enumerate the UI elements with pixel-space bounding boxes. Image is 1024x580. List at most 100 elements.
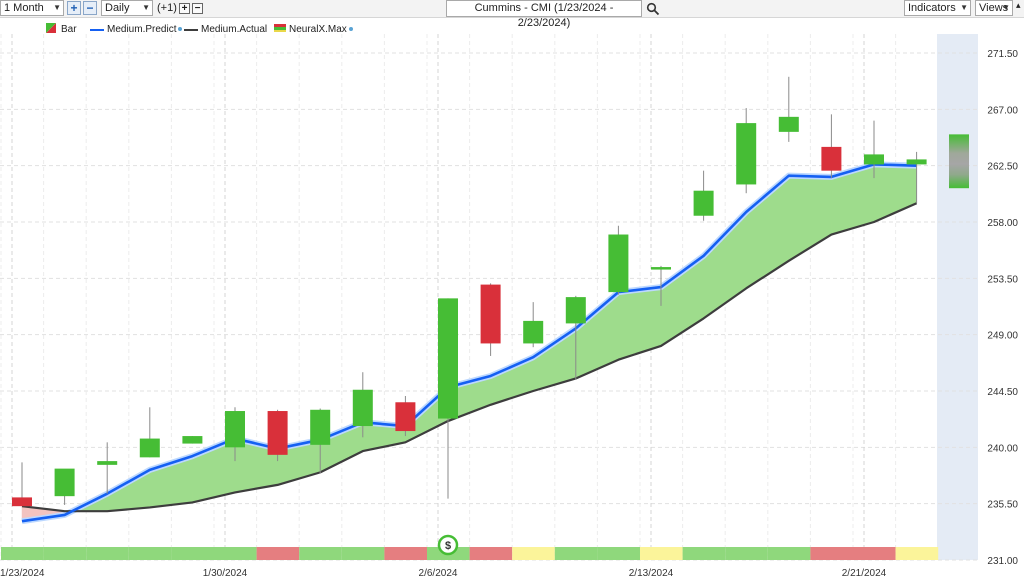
settings-dot-icon: [178, 27, 183, 32]
y-tick-label: 249.00: [987, 331, 1018, 342]
offset-plus-button[interactable]: +: [179, 3, 190, 14]
signal-strip-cell: [171, 547, 214, 560]
range-dropdown-value: 1 Month: [4, 2, 44, 14]
forecast-zone: [937, 34, 978, 560]
plus-icon: +: [181, 3, 188, 14]
predict-line-swatch: [90, 29, 104, 31]
signal-strip-cell: [469, 547, 513, 560]
x-tick-label: 2/13/2024: [629, 568, 674, 579]
candle-up: [778, 116, 799, 132]
chevron-down-icon: ▼: [142, 3, 150, 12]
bar-swatch-icon: [46, 23, 56, 33]
medium-predict-line: [21, 163, 917, 523]
indicators-dropdown[interactable]: Indicators ▼: [904, 0, 971, 16]
chevron-down-icon: ▼: [960, 3, 968, 12]
medium-actual-line: [21, 202, 918, 513]
signal-strip-cell: [214, 547, 257, 560]
signal-strip-cell: [86, 547, 129, 560]
candle-down: [821, 146, 842, 171]
chevron-down-icon: ▼: [53, 3, 61, 12]
legend-actual[interactable]: Medium.Actual: [184, 23, 267, 36]
legend-actual-label: Medium.Actual: [201, 24, 268, 35]
minus-icon: −: [194, 3, 201, 14]
signal-strip-cell: [810, 547, 853, 560]
legend-neural[interactable]: NeuralX.Max: [274, 23, 353, 36]
zoom-out-button[interactable]: −: [83, 1, 97, 15]
chevron-down-icon: ▼: [1002, 3, 1010, 12]
signal-marker-label: $: [445, 540, 451, 552]
signal-strip-cell: [128, 547, 172, 560]
signal-strip-cell: [384, 547, 427, 560]
candle-up: [906, 159, 927, 165]
candle-up: [523, 320, 544, 344]
candle-up: [864, 154, 884, 165]
signal-strip-cell: [853, 547, 896, 560]
legend-predict[interactable]: Medium.Predict: [90, 23, 183, 36]
signal-strip-cell: [597, 547, 640, 560]
signal-strip-cell: [1, 547, 44, 560]
chart-title-box[interactable]: Cummins - CMI (1/23/2024 - 2/23/2024): [446, 0, 642, 29]
legend-neural-label: NeuralX.Max: [289, 24, 347, 35]
candle-up: [54, 468, 75, 497]
y-tick-label: 244.50: [987, 387, 1018, 398]
zoom-in-button[interactable]: +: [67, 1, 81, 15]
candle-up: [736, 123, 757, 185]
legend-bar[interactable]: Bar: [46, 23, 77, 36]
candle-up: [182, 436, 203, 444]
candle-up: [693, 190, 714, 216]
signal-strip-cell: [512, 547, 555, 560]
toolbar: 1 Month ▼ + − Daily ▼ (+1) + − Cummins -…: [0, 0, 1024, 29]
y-tick-label: 240.00: [987, 443, 1018, 454]
candle-up: [565, 297, 586, 324]
candle-up: [651, 267, 671, 270]
y-tick-label: 253.50: [987, 274, 1018, 285]
signal-strip-cell: [725, 547, 768, 560]
x-tick-label: 1/23/2024: [0, 568, 45, 579]
candle-up: [438, 298, 458, 419]
y-tick-label: 258.00: [987, 218, 1018, 229]
y-tick-label: 271.50: [987, 49, 1018, 60]
candle-down: [395, 402, 416, 432]
y-tick-label: 235.50: [987, 500, 1018, 511]
search-icon[interactable]: [646, 2, 660, 16]
forecast-candle: [949, 134, 969, 189]
x-tick-label: 2/6/2024: [419, 568, 458, 579]
signal-strip-cell: [682, 547, 726, 560]
signal-strip-cell: [256, 547, 300, 560]
y-tick-label: 262.50: [987, 162, 1018, 173]
signal-marker-icon: [437, 534, 459, 556]
offset-label: (+1): [157, 2, 177, 14]
minus-icon: −: [86, 1, 94, 15]
signal-strip-cell: [767, 547, 811, 560]
candle-up: [97, 461, 118, 465]
x-tick-label: 2/21/2024: [842, 568, 887, 579]
views-label: Views: [979, 2, 1009, 14]
candle-up: [310, 409, 331, 445]
views-dropdown[interactable]: Views ▼: [975, 0, 1013, 16]
legend-predict-label: Medium.Predict: [107, 24, 177, 35]
signal-strip-cell: [299, 547, 342, 560]
indicators-label: Indicators: [908, 2, 956, 14]
candle-up: [352, 389, 373, 427]
x-tick-label: 1/30/2024: [203, 568, 248, 579]
y-tick-label: 267.00: [987, 105, 1018, 116]
range-dropdown[interactable]: 1 Month ▼: [0, 0, 64, 16]
signal-strip-cell: [554, 547, 598, 560]
interval-dropdown[interactable]: Daily ▼: [101, 0, 153, 16]
settings-dot-icon: [348, 27, 353, 32]
candle-up: [608, 234, 629, 293]
candle-up: [139, 438, 160, 458]
signal-strip-cell: [43, 547, 87, 560]
actual-line-swatch: [184, 29, 198, 31]
candle-down: [12, 497, 32, 507]
candle-down: [267, 411, 288, 455]
legend-bar-label: Bar: [61, 24, 77, 35]
plus-icon: +: [70, 1, 78, 15]
candle-up: [225, 411, 245, 448]
neural-swatch-icon: [274, 24, 286, 32]
offset-minus-button[interactable]: −: [192, 3, 203, 14]
y-tick-label: 231.00: [987, 556, 1018, 567]
pin-icon[interactable]: ▴: [1016, 0, 1021, 10]
